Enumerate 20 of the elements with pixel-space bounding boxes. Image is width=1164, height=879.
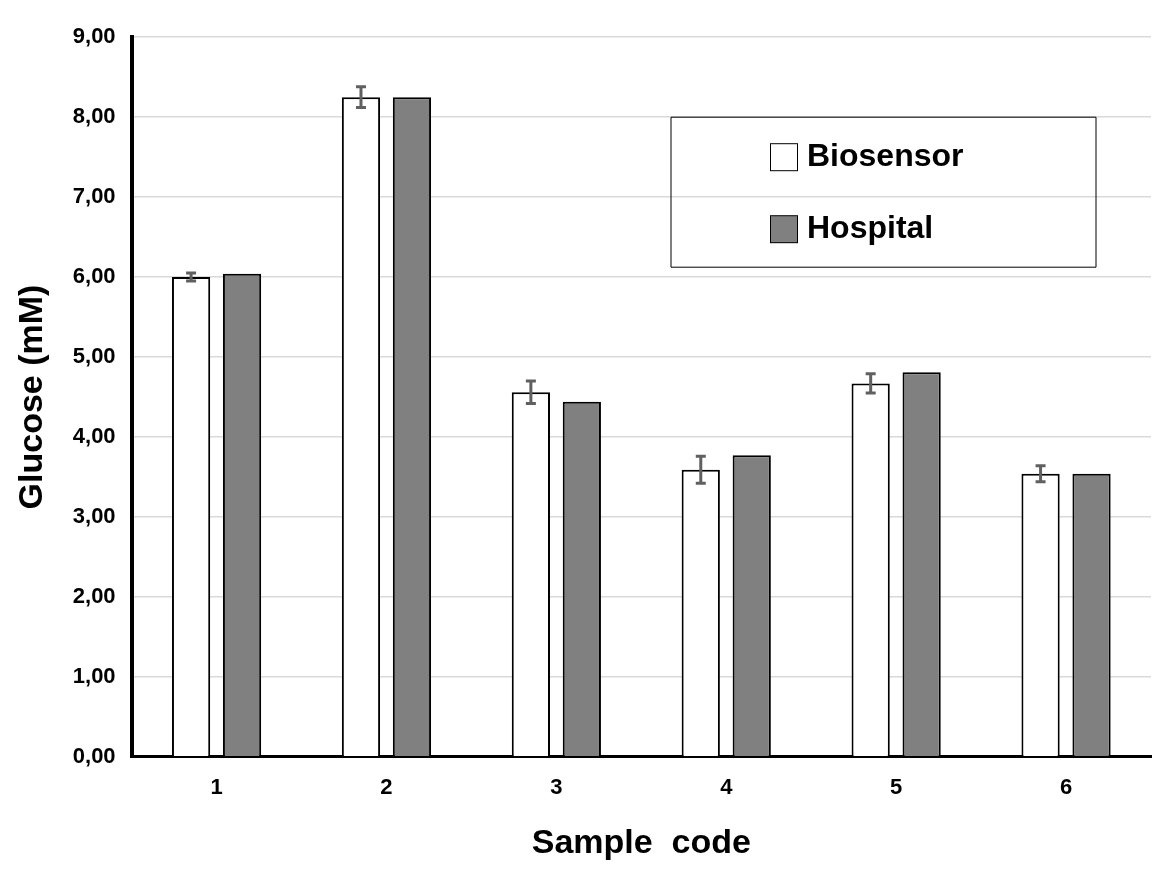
y-tick-label: 5,00: [72, 343, 116, 369]
legend-label: Biosensor: [807, 137, 964, 174]
y-tick-label: 7,00: [72, 183, 116, 209]
y-tick-label: 4,00: [72, 423, 116, 449]
x-tick-label: 2: [380, 774, 393, 800]
y-tick-label: 6,00: [72, 263, 116, 289]
x-tick-label: 6: [1059, 774, 1073, 800]
x-tick-label: 1: [210, 774, 223, 800]
x-tick-label: 4: [720, 774, 734, 800]
x-tick-label: 3: [550, 774, 563, 800]
x-axis-title: Sample code: [531, 821, 751, 860]
legend-label: Hospital: [807, 209, 934, 246]
y-tick-label: 9,00: [72, 23, 116, 49]
y-axis-title: Glucose (mM): [10, 284, 49, 510]
x-tick-label: 5: [890, 774, 903, 800]
y-tick-label: 3,00: [72, 503, 116, 528]
y-tick-label: 2,00: [72, 582, 116, 608]
y-tick-label: 8,00: [72, 103, 116, 129]
y-tick-label: 1,00: [72, 662, 116, 688]
y-tick-label: 0,00: [72, 742, 116, 768]
